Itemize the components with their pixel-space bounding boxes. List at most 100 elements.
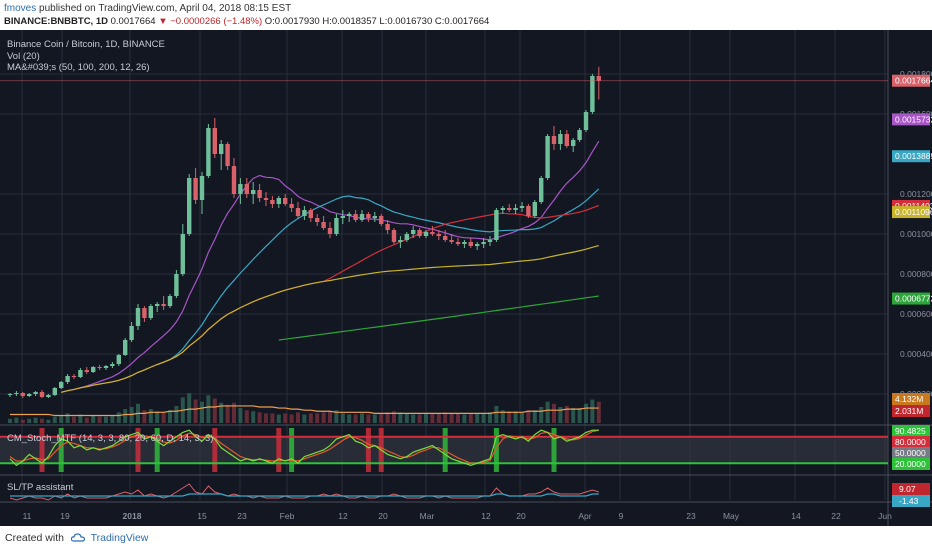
legend-stoch[interactable]: CM_Stoch_MTF (14, 3, 3, 80, 20, 60, D, 1… xyxy=(7,433,214,444)
x-tick-label: Jun xyxy=(878,511,892,521)
volume-bar xyxy=(462,414,467,423)
price-label-box xyxy=(892,292,930,305)
volume-bar xyxy=(526,410,531,423)
volume-label: 4.132M xyxy=(895,394,923,404)
x-tick-label: Apr xyxy=(578,511,591,521)
volume-bar xyxy=(379,413,384,423)
legend-volume[interactable]: Vol (20) xyxy=(7,51,40,62)
legend-sltp[interactable]: SL/TP assistant xyxy=(7,482,74,493)
price-label: 0.0017664 xyxy=(895,76,932,86)
volume-bar xyxy=(46,419,51,423)
ma-26-line xyxy=(61,188,600,393)
ma-12-line xyxy=(61,140,600,393)
candle-body xyxy=(366,214,371,218)
candle-body xyxy=(187,178,192,234)
created-with: Created with TradingView xyxy=(5,532,148,544)
volume-bar xyxy=(257,412,262,423)
candle-body xyxy=(238,184,243,194)
candle-body xyxy=(110,364,115,366)
candle-body xyxy=(436,234,441,236)
volume-bar xyxy=(417,414,422,423)
volume-bar xyxy=(411,414,416,423)
stoch-k-line xyxy=(9,429,599,467)
volume-bar xyxy=(481,413,486,423)
stoch-signal-red xyxy=(276,428,282,472)
volume-bar xyxy=(545,401,550,423)
volume-bar xyxy=(251,411,256,423)
volume-bar xyxy=(270,413,275,423)
volume-bar xyxy=(91,415,96,423)
candle-body xyxy=(519,206,525,208)
candle-body xyxy=(263,198,269,200)
volume-bar xyxy=(564,405,569,423)
volume-bar xyxy=(33,417,38,423)
stoch-signal-red xyxy=(39,428,45,472)
volume-bar xyxy=(552,403,556,423)
legend-title: Binance Coin / Bitcoin, 1D, BINANCE xyxy=(7,39,165,50)
volume-bar xyxy=(200,401,204,423)
x-tick-label: 9 xyxy=(619,511,624,521)
footer: Created with TradingView xyxy=(0,526,932,550)
candle-body xyxy=(449,240,454,242)
candle-body xyxy=(270,200,275,204)
candle-body xyxy=(577,130,582,140)
candle-body xyxy=(295,208,301,216)
candle-body xyxy=(334,218,339,234)
sltp-red-line xyxy=(9,483,599,501)
candle-body xyxy=(257,190,262,198)
last-price: 0.0017664 xyxy=(110,16,156,27)
close-value: C:0.0017664 xyxy=(434,16,490,27)
stoch-signal-red xyxy=(212,428,218,472)
volume-label: 2.031M xyxy=(895,406,923,416)
candle-body xyxy=(308,210,313,218)
volume-bar xyxy=(20,419,25,423)
high-value: H:0.0018357 xyxy=(322,16,377,27)
stoch-level-label: 50.0000 xyxy=(895,448,926,458)
open-value: O:0.0017930 xyxy=(264,16,320,27)
stoch-d-line xyxy=(9,429,599,464)
candle-body xyxy=(59,382,64,388)
chart-canvas[interactable]: 0.00180000.00160000.00120000.00100000.00… xyxy=(0,30,932,526)
y-tick-label: 0.0018000 xyxy=(900,69,932,79)
volume-bar xyxy=(532,410,537,423)
created-label: Created with xyxy=(5,532,64,544)
sltp-label: 9.07 xyxy=(899,484,916,494)
volume-bar xyxy=(443,412,448,423)
volume-bar xyxy=(475,413,480,423)
volume-bar xyxy=(430,413,435,423)
candle-body xyxy=(462,242,467,244)
stoch-signal-red xyxy=(135,428,141,472)
candle-body xyxy=(359,214,365,220)
candle-body xyxy=(302,210,307,216)
volume-bar xyxy=(340,413,345,423)
x-tick-label: 2018 xyxy=(123,511,142,521)
candle-body xyxy=(423,232,429,236)
candle-body xyxy=(142,308,147,318)
volume-label-box xyxy=(892,393,930,405)
x-tick-label: 20 xyxy=(378,511,388,521)
volume-bar xyxy=(289,414,294,423)
candle-body xyxy=(327,228,333,234)
volume-bar xyxy=(206,395,211,423)
volume-bar xyxy=(148,409,153,423)
volume-bar xyxy=(238,408,243,423)
stoch-signal-green xyxy=(551,428,557,472)
y-tick-label: 0.0008000 xyxy=(900,269,932,279)
volume-bar xyxy=(212,398,217,423)
x-tick-label: 19 xyxy=(60,511,70,521)
sltp-label: -1.43 xyxy=(899,496,919,506)
candle-body xyxy=(103,366,109,368)
tradingview-link[interactable]: TradingView xyxy=(90,532,149,544)
legend-moving-averages[interactable]: MA&#039;s (50, 100, 200, 12, 26) xyxy=(7,62,150,73)
volume-bar xyxy=(392,411,396,423)
candle-body xyxy=(443,236,448,240)
y-tick-label: 0.0006000 xyxy=(900,309,932,319)
candle-body xyxy=(468,242,473,246)
chart-area[interactable]: 0.00180000.00160000.00120000.00100000.00… xyxy=(0,30,932,526)
x-tick-label: Feb xyxy=(280,511,295,521)
x-tick-label: 15 xyxy=(197,511,207,521)
x-tick-label: 12 xyxy=(338,511,348,521)
author-link[interactable]: fmoves xyxy=(4,3,37,14)
x-tick-label: May xyxy=(723,511,740,521)
x-tick-label: 11 xyxy=(23,511,32,521)
